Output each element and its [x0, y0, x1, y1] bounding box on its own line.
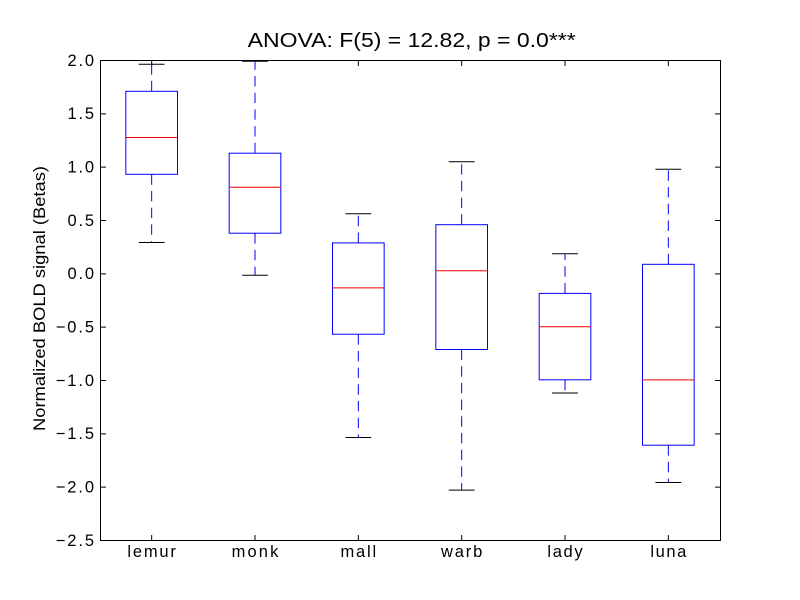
svg-text:0.0: 0.0 [68, 265, 95, 283]
svg-text:−2.5: −2.5 [56, 532, 94, 550]
svg-text:warb: warb [440, 543, 482, 561]
svg-text:luna: luna [650, 543, 687, 561]
svg-text:ANOVA: F(5) = 12.82, p = 0.0**: ANOVA: F(5) = 12.82, p = 0.0*** [248, 30, 576, 52]
svg-text:−1.0: −1.0 [56, 372, 94, 390]
svg-text:1.0: 1.0 [68, 159, 95, 177]
svg-text:Normalized BOLD signal (Betas): Normalized BOLD signal (Betas) [30, 166, 49, 431]
svg-text:monk: monk [232, 543, 279, 561]
svg-text:−0.5: −0.5 [56, 319, 94, 337]
svg-text:0.5: 0.5 [68, 212, 95, 230]
svg-text:mall: mall [340, 543, 376, 561]
svg-text:−2.0: −2.0 [56, 479, 94, 497]
svg-text:−1.5: −1.5 [56, 425, 94, 443]
svg-text:1.5: 1.5 [68, 105, 95, 123]
svg-text:lemur: lemur [127, 543, 176, 561]
svg-text:2.0: 2.0 [68, 52, 95, 70]
svg-text:lady: lady [547, 543, 583, 561]
